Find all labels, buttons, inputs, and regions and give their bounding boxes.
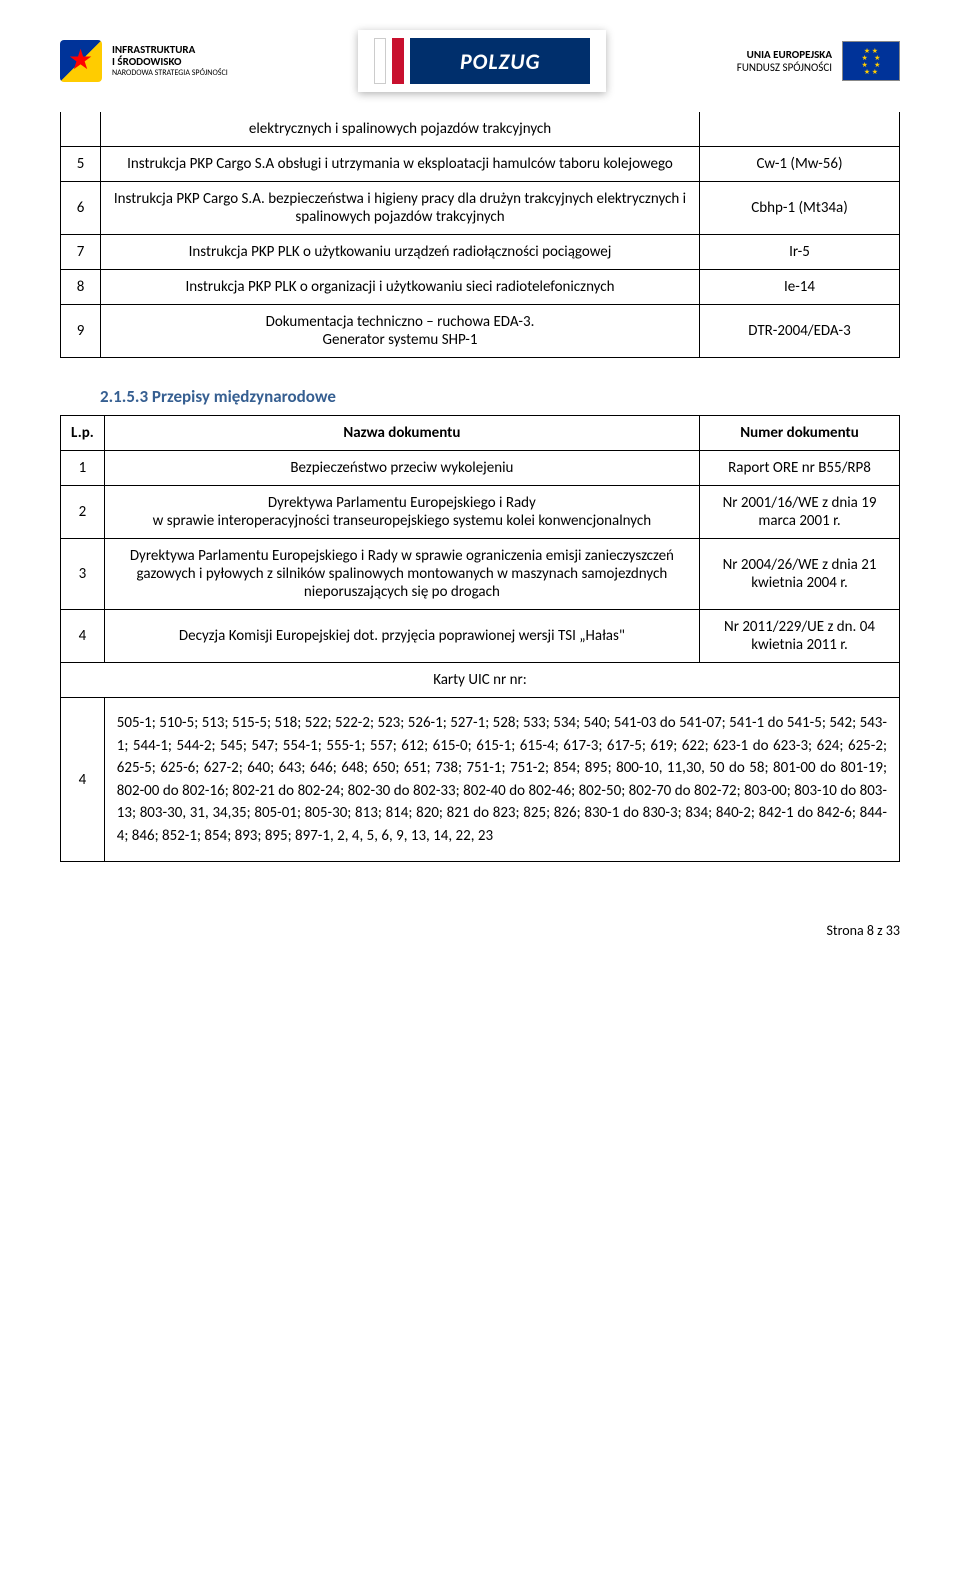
cell-num: 6 xyxy=(61,182,101,235)
uic-row: 4505-1; 510-5; 513; 515-5; 518; 522; 522… xyxy=(61,698,900,862)
cell-num: Nr 2001/16/WE z dnia 19 marca 2001 r. xyxy=(700,486,900,539)
cell-name: elektrycznych i spalinowych pojazdów tra… xyxy=(101,112,700,147)
page-footer: Strona 8 z 33 xyxy=(60,922,900,939)
cell-num: Raport ORE nr B55/RP8 xyxy=(700,451,900,486)
cell-name: Dokumentacja techniczno – ruchowa EDA-3.… xyxy=(101,305,700,358)
cell-num: 9 xyxy=(61,305,101,358)
header-left-logo: INFRASTRUKTURA I ŚRODOWISKO NARODOWA STR… xyxy=(60,40,228,82)
table-row: 5Instrukcja PKP Cargo S.A obsługi i utrz… xyxy=(61,147,900,182)
eu-line2: FUNDUSZ SPÓJNOŚCI xyxy=(737,61,832,74)
infra-title: INFRASTRUKTURA I ŚRODOWISKO xyxy=(112,44,228,68)
table-header-row: L.p. Nazwa dokumentu Numer dokumentu xyxy=(61,416,900,451)
cell-lp: 1 xyxy=(61,451,105,486)
table-row: elektrycznych i spalinowych pojazdów tra… xyxy=(61,112,900,147)
table-row: 1Bezpieczeństwo przeciw wykolejeniuRapor… xyxy=(61,451,900,486)
cell-num xyxy=(61,112,101,147)
page-number: Strona 8 z 33 xyxy=(826,922,900,939)
cell-name: Instrukcja PKP PLK o użytkowaniu urządze… xyxy=(101,235,700,270)
table-row: 6Instrukcja PKP Cargo S.A. bezpieczeństw… xyxy=(61,182,900,235)
infra-line2: I ŚRODOWISKO xyxy=(112,55,181,68)
th-num: Numer dokumentu xyxy=(700,416,900,451)
polzug-bar-navy: POLZUG xyxy=(410,38,590,84)
th-name: Nazwa dokumentu xyxy=(104,416,699,451)
cell-name: Instrukcja PKP PLK o organizacji i użytk… xyxy=(101,270,700,305)
table-row: 7Instrukcja PKP PLK o użytkowaniu urządz… xyxy=(61,235,900,270)
table-przepisy: L.p. Nazwa dokumentu Numer dokumentu 1Be… xyxy=(60,415,900,862)
table-row: 2Dyrektywa Parlamentu Europejskiego i Ra… xyxy=(61,486,900,539)
cell-num: 7 xyxy=(61,235,101,270)
cell-name: Decyzja Komisji Europejskiej dot. przyję… xyxy=(104,610,699,663)
cell-name: Instrukcja PKP Cargo S.A. bezpieczeństwa… xyxy=(101,182,700,235)
header-right-eu: UNIA EUROPEJSKA FUNDUSZ SPÓJNOŚCI ★ ★★ ★… xyxy=(737,41,900,81)
cell-name: Instrukcja PKP Cargo S.A obsługi i utrzy… xyxy=(101,147,700,182)
eu-line1: UNIA EUROPEJSKA xyxy=(747,48,832,61)
infra-star-icon xyxy=(60,40,102,82)
eu-flag-icon: ★ ★★ ★★ ★★ ★ xyxy=(842,41,900,81)
cell-name: Dyrektywa Parlamentu Europejskiego i Rad… xyxy=(104,486,699,539)
table-row: 3Dyrektywa Parlamentu Europejskiego i Ra… xyxy=(61,539,900,610)
cell-code: Cbhp-1 (Mt34a) xyxy=(700,182,900,235)
cell-lp: 4 xyxy=(61,610,105,663)
uic-text: 505-1; 510-5; 513; 515-5; 518; 522; 522-… xyxy=(104,698,899,862)
infra-line1: INFRASTRUKTURA xyxy=(112,43,195,56)
cell-num: 5 xyxy=(61,147,101,182)
cell-code: Cw-1 (Mw-56) xyxy=(700,147,900,182)
cell-lp: 2 xyxy=(61,486,105,539)
eu-text: UNIA EUROPEJSKA FUNDUSZ SPÓJNOŚCI xyxy=(737,48,832,74)
polzug-label: POLZUG xyxy=(460,48,541,75)
th-lp: L.p. xyxy=(61,416,105,451)
cell-lp: 3 xyxy=(61,539,105,610)
section-heading: 2.1.5.3 Przepisy międzynarodowe xyxy=(100,386,900,407)
cell-name: Bezpieczeństwo przeciw wykolejeniu xyxy=(104,451,699,486)
cell-name: Dyrektywa Parlamentu Europejskiego i Rad… xyxy=(104,539,699,610)
cell-code xyxy=(700,112,900,147)
infra-subtitle: NARODOWA STRATEGIA SPÓJNOŚCI xyxy=(112,68,228,78)
cell-code: DTR-2004/EDA-3 xyxy=(700,305,900,358)
karty-label: Karty UIC nr nr: xyxy=(61,663,900,698)
cell-code: Ie-14 xyxy=(700,270,900,305)
page-header: INFRASTRUKTURA I ŚRODOWISKO NARODOWA STR… xyxy=(60,30,900,92)
table-row: 4Decyzja Komisji Europejskiej dot. przyj… xyxy=(61,610,900,663)
table-instrukcje: elektrycznych i spalinowych pojazdów tra… xyxy=(60,112,900,358)
polzug-bar-red xyxy=(392,38,404,84)
cell-num: 8 xyxy=(61,270,101,305)
polzug-bar-white xyxy=(374,38,386,84)
karty-header-row: Karty UIC nr nr: xyxy=(61,663,900,698)
cell-num: Nr 2004/26/WE z dnia 21 kwietnia 2004 r. xyxy=(700,539,900,610)
table-row: 9Dokumentacja techniczno – ruchowa EDA-3… xyxy=(61,305,900,358)
cell-lp: 4 xyxy=(61,698,105,862)
table-row: 8Instrukcja PKP PLK o organizacji i użyt… xyxy=(61,270,900,305)
cell-num: Nr 2011/229/UE z dn. 04 kwietnia 2011 r. xyxy=(700,610,900,663)
cell-code: Ir-5 xyxy=(700,235,900,270)
polzug-logo: POLZUG xyxy=(358,30,606,92)
